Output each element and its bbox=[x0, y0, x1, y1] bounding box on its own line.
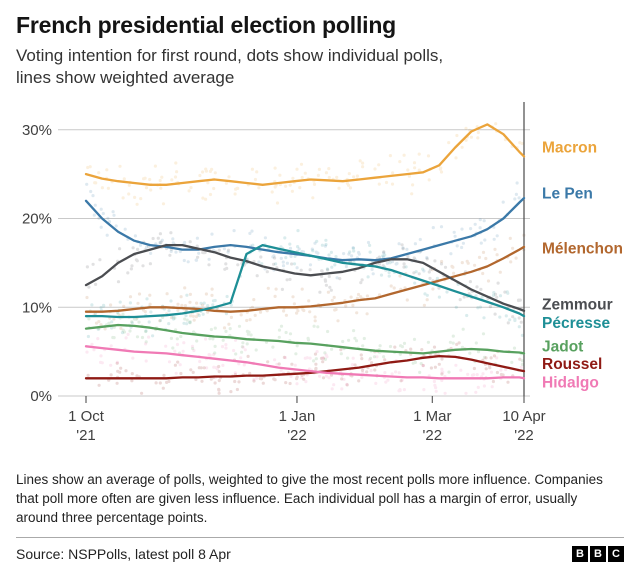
series-label-lepen: Le Pen bbox=[542, 186, 593, 203]
series-line-zemmour bbox=[84, 243, 526, 312]
x-axis-label: 1 Jan bbox=[279, 408, 316, 425]
bbc-logo-block: B bbox=[590, 546, 606, 563]
page-title: French presidential election polling bbox=[16, 12, 397, 38]
series-label-jadot: Jadot bbox=[542, 338, 583, 355]
source-text: Source: NSPPolls, latest poll 8 Apr bbox=[16, 546, 231, 563]
series-dots-macron bbox=[86, 121, 524, 206]
series-line-lepen bbox=[84, 196, 526, 262]
y-axis-label: 0% bbox=[30, 388, 52, 405]
series-line-roussel bbox=[84, 354, 526, 380]
x-axis-label: '21 bbox=[76, 427, 96, 444]
y-axis-label: 10% bbox=[22, 299, 52, 316]
series-dots-mlenchon bbox=[85, 233, 526, 331]
polling-chart: 0% 10% 20% 30% 1 Oct '21 1 Jan '22 1 Mar '22 10 Ap… bbox=[0, 94, 640, 456]
chart-subtitle: Voting intention for first round, dots s… bbox=[16, 46, 444, 88]
y-axis-label: 20% bbox=[22, 210, 52, 227]
series-line-macron bbox=[84, 123, 526, 186]
bbc-logo-block: B bbox=[572, 546, 588, 563]
x-axis-label: '22 bbox=[514, 427, 534, 444]
series-label-zemmour: Zemmour bbox=[542, 296, 613, 313]
series-label-macron: Macron bbox=[542, 139, 597, 156]
bbc-logo: B B C bbox=[572, 546, 624, 563]
series-label-pcresse: Pécresse bbox=[542, 315, 610, 332]
series-label-roussel: Roussel bbox=[542, 356, 602, 373]
x-axis-label: '22 bbox=[287, 427, 307, 444]
series-dots-roussel bbox=[86, 341, 522, 395]
series-line-mlenchon bbox=[84, 245, 526, 313]
series-label-mlenchon: Mélenchon bbox=[542, 241, 623, 258]
x-axis-label: 1 Mar bbox=[413, 408, 451, 425]
y-axis-label: 30% bbox=[22, 122, 52, 139]
source-bar: Source: NSPPolls, latest poll 8 Apr B B … bbox=[16, 537, 624, 563]
series-label-hidalgo: Hidalgo bbox=[542, 375, 599, 392]
series-dots-hidalgo bbox=[85, 332, 523, 395]
chart-footnote: Lines show an average of polls, weighted… bbox=[16, 471, 603, 526]
polling-chart-svg: 0% 10% 20% 30% 1 Oct '21 1 Jan '22 1 Mar '22 10 Ap… bbox=[22, 101, 623, 444]
x-axis-label: 1 Oct bbox=[68, 408, 105, 425]
series-line-jadot bbox=[84, 323, 526, 355]
x-axis-label: '22 bbox=[422, 427, 442, 444]
series-line-hidalgo bbox=[84, 345, 526, 380]
series-line-pcresse bbox=[84, 243, 526, 319]
x-axis-label: 10 Apr bbox=[502, 408, 545, 425]
bbc-logo-block: C bbox=[608, 546, 624, 563]
